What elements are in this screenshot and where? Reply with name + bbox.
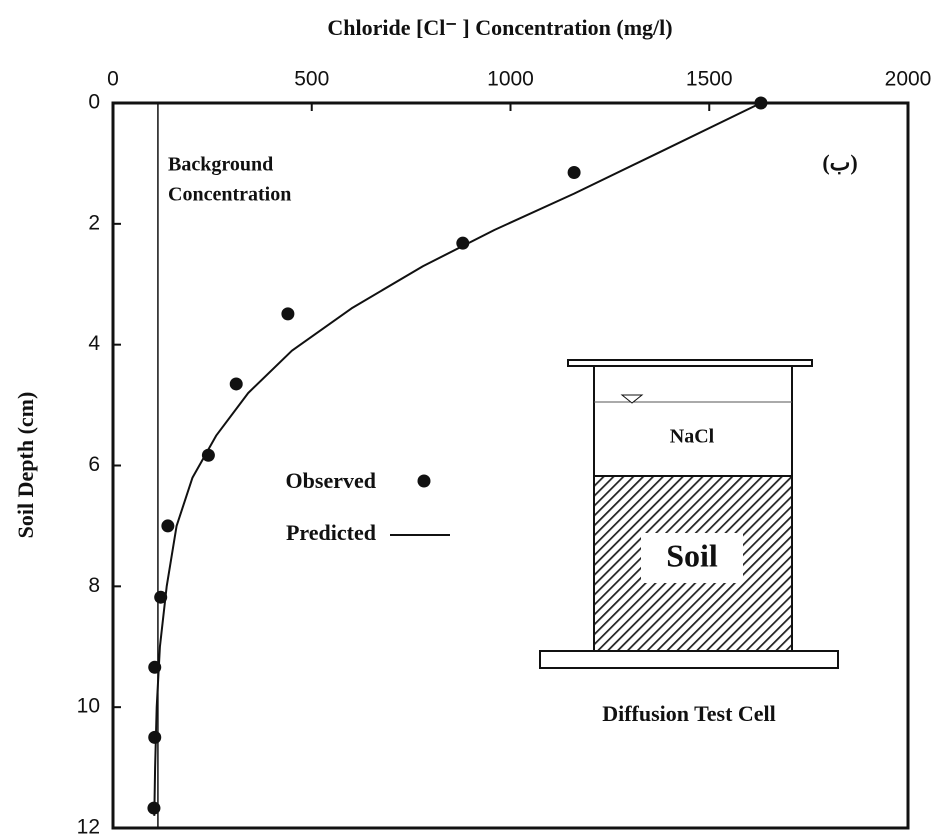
y-tick-label: 10 bbox=[77, 695, 100, 718]
observed-point bbox=[281, 307, 294, 320]
legend-marker bbox=[418, 475, 431, 488]
x-tick-label: 2000 bbox=[885, 68, 932, 91]
x-tick-label: 0 bbox=[107, 68, 119, 91]
x-tick-label: 1500 bbox=[686, 68, 733, 91]
fluid-label: NaCl bbox=[670, 426, 715, 448]
soil-label: Soil bbox=[666, 537, 718, 573]
observed-point bbox=[754, 97, 767, 110]
observed-point bbox=[230, 377, 243, 390]
y-tick-label: 12 bbox=[77, 816, 100, 834]
y-tick-label: 6 bbox=[88, 453, 100, 476]
chart: Chloride [Cl⁻ ] Concentration (mg/l) Soi… bbox=[0, 0, 933, 834]
observed-point bbox=[148, 731, 161, 744]
y-tick-label: 8 bbox=[88, 574, 100, 597]
y-tick-label: 2 bbox=[88, 211, 100, 234]
observed-point bbox=[568, 166, 581, 179]
inset-caption: Diffusion Test Cell bbox=[602, 701, 776, 726]
legend-label: Predicted bbox=[286, 520, 376, 545]
observed-point bbox=[161, 519, 174, 532]
x-axis-title: Chloride [Cl⁻ ] Concentration (mg/l) bbox=[327, 15, 672, 40]
corner-label: (ب) bbox=[822, 150, 857, 175]
inset-diagram: NaCl Soil Diffusion Test Cell bbox=[540, 360, 838, 726]
y-tick-label: 4 bbox=[88, 332, 100, 355]
legend-label: Observed bbox=[286, 468, 376, 493]
x-tick-label: 1000 bbox=[487, 68, 534, 91]
y-tick-label: 0 bbox=[88, 91, 100, 114]
cell-base bbox=[540, 651, 838, 668]
background-label: Background bbox=[168, 154, 273, 176]
x-tick-label: 500 bbox=[294, 68, 329, 91]
background-label: Concentration bbox=[168, 184, 291, 206]
y-axis-title: Soil Depth (cm) bbox=[13, 392, 38, 539]
